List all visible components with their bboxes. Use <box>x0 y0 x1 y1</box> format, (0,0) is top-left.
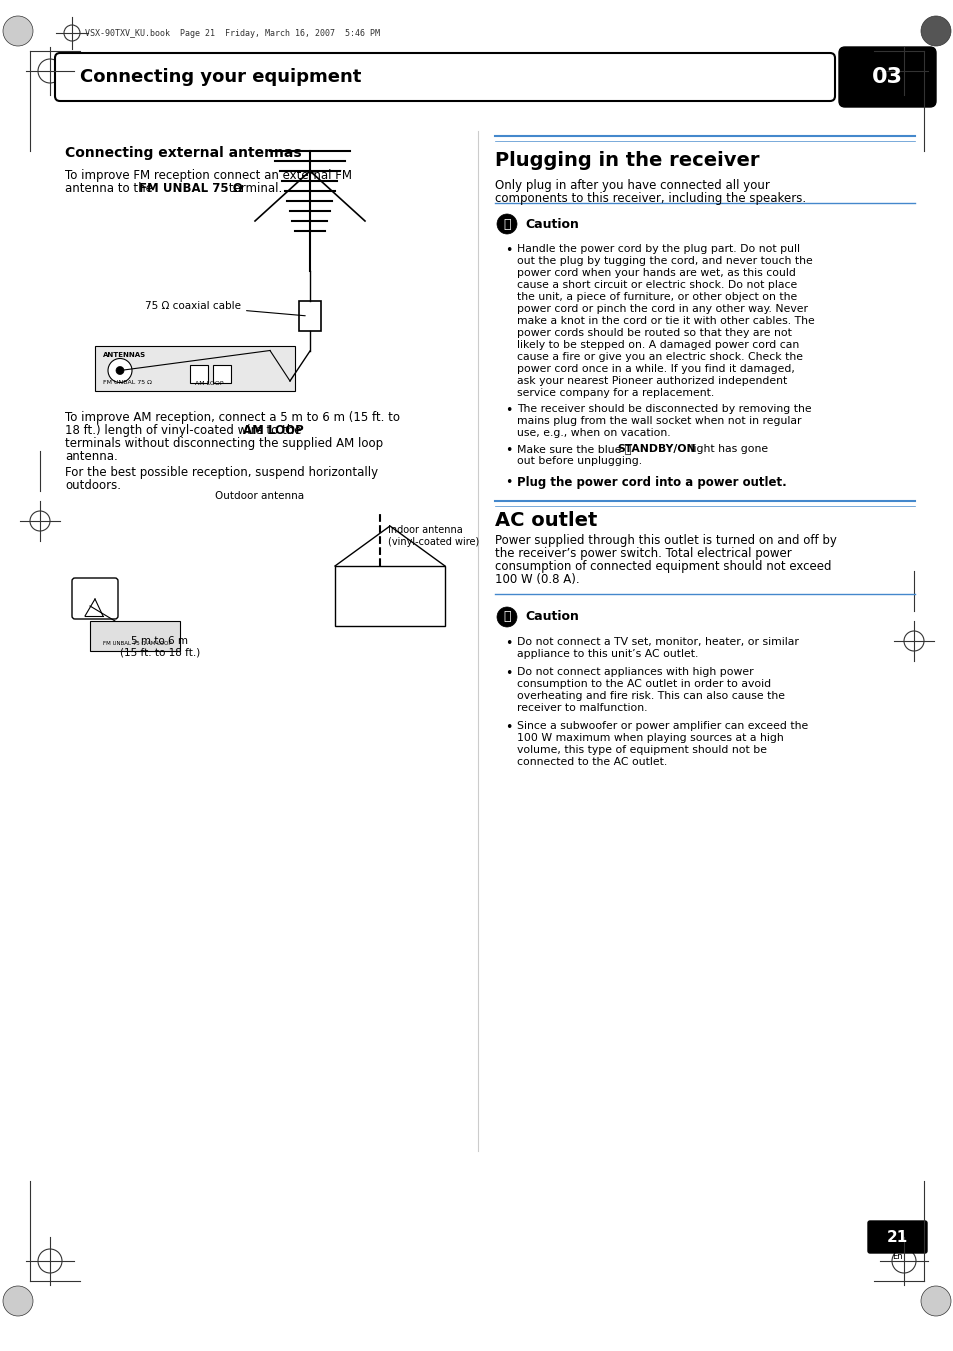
Text: Outdoor antenna: Outdoor antenna <box>214 490 304 501</box>
Text: components to this receiver, including the speakers.: components to this receiver, including t… <box>495 192 805 205</box>
Text: volume, this type of equipment should not be: volume, this type of equipment should no… <box>517 744 766 755</box>
Text: 03: 03 <box>871 68 902 86</box>
Text: ANTENNAS: ANTENNAS <box>103 353 146 358</box>
Text: out the plug by tugging the cord, and never touch the: out the plug by tugging the cord, and ne… <box>517 255 812 266</box>
Text: 75 Ω coaxial cable: 75 Ω coaxial cable <box>145 301 305 316</box>
Text: Only plug in after you have connected all your: Only plug in after you have connected al… <box>495 178 769 192</box>
Text: 100 W maximum when playing sources at a high: 100 W maximum when playing sources at a … <box>517 734 783 743</box>
Circle shape <box>920 16 950 46</box>
Text: consumption of connected equipment should not exceed: consumption of connected equipment shoul… <box>495 561 831 573</box>
FancyBboxPatch shape <box>838 47 935 107</box>
Text: Make sure the blue ⏻: Make sure the blue ⏻ <box>517 444 634 454</box>
Text: AC outlet: AC outlet <box>495 511 597 530</box>
Text: Connecting your equipment: Connecting your equipment <box>80 68 361 86</box>
Text: power cord once in a while. If you find it damaged,: power cord once in a while. If you find … <box>517 363 794 374</box>
Text: •: • <box>504 721 512 734</box>
Text: terminals without disconnecting the supplied AM loop: terminals without disconnecting the supp… <box>65 436 383 450</box>
Text: En: En <box>891 1252 902 1260</box>
Text: To improve FM reception connect an external FM: To improve FM reception connect an exter… <box>65 169 352 182</box>
Text: make a knot in the cord or tie it with other cables. The: make a knot in the cord or tie it with o… <box>517 316 814 326</box>
Bar <box>298 301 320 331</box>
Text: power cord or pinch the cord in any other way. Never: power cord or pinch the cord in any othe… <box>517 304 807 313</box>
Text: To improve AM reception, connect a 5 m to 6 m (15 ft. to: To improve AM reception, connect a 5 m t… <box>65 411 399 424</box>
Text: consumption to the AC outlet in order to avoid: consumption to the AC outlet in order to… <box>517 680 770 689</box>
Text: overheating and fire risk. This can also cause the: overheating and fire risk. This can also… <box>517 690 784 701</box>
Text: •: • <box>504 476 512 489</box>
Text: Caution: Caution <box>524 611 578 624</box>
Text: AM LOOP: AM LOOP <box>194 381 223 386</box>
Circle shape <box>3 16 33 46</box>
Text: Do not connect appliances with high power: Do not connect appliances with high powe… <box>517 667 753 677</box>
Text: •: • <box>504 667 512 680</box>
Text: Since a subwoofer or power amplifier can exceed the: Since a subwoofer or power amplifier can… <box>517 721 807 731</box>
Text: Power supplied through this outlet is turned on and off by: Power supplied through this outlet is tu… <box>495 534 836 547</box>
Text: For the best possible reception, suspend horizontally: For the best possible reception, suspend… <box>65 466 377 480</box>
Text: 5 m to 6 m
(15 ft. to 18 ft.): 5 m to 6 m (15 ft. to 18 ft.) <box>120 636 200 658</box>
Text: mains plug from the wall socket when not in regular: mains plug from the wall socket when not… <box>517 416 801 426</box>
FancyBboxPatch shape <box>55 53 834 101</box>
Text: service company for a replacement.: service company for a replacement. <box>517 388 714 399</box>
Text: STANDBY/ON: STANDBY/ON <box>617 444 695 454</box>
Text: light has gone: light has gone <box>686 444 767 454</box>
Text: Plugging in the receiver: Plugging in the receiver <box>495 151 759 170</box>
Bar <box>95 346 294 390</box>
Text: The receiver should be disconnected by removing the: The receiver should be disconnected by r… <box>517 404 811 413</box>
Circle shape <box>3 1286 33 1316</box>
Text: power cords should be routed so that they are not: power cords should be routed so that the… <box>517 328 791 338</box>
Text: VSX-90TXV_KU.book  Page 21  Friday, March 16, 2007  5:46 PM: VSX-90TXV_KU.book Page 21 Friday, March … <box>85 28 379 38</box>
Text: Indoor antenna
(vinyl-coated wire): Indoor antenna (vinyl-coated wire) <box>388 526 478 547</box>
Text: Caution: Caution <box>524 218 578 231</box>
Text: antenna.: antenna. <box>65 450 117 463</box>
Text: Handle the power cord by the plug part. Do not pull: Handle the power cord by the plug part. … <box>517 245 800 254</box>
Text: ✋: ✋ <box>503 611 510 624</box>
Circle shape <box>108 358 132 382</box>
Text: 18 ft.) length of vinyl-coated wire to the: 18 ft.) length of vinyl-coated wire to t… <box>65 424 305 436</box>
Text: •: • <box>504 245 512 257</box>
Text: appliance to this unit’s AC outlet.: appliance to this unit’s AC outlet. <box>517 648 698 659</box>
Text: cause a short circuit or electric shock. Do not place: cause a short circuit or electric shock.… <box>517 280 797 290</box>
Circle shape <box>497 213 517 234</box>
Text: •: • <box>504 638 512 650</box>
Text: •: • <box>504 444 512 457</box>
Text: Connecting external antennas: Connecting external antennas <box>65 146 301 159</box>
Text: the receiver’s power switch. Total electrical power: the receiver’s power switch. Total elect… <box>495 547 791 561</box>
Text: outdoors.: outdoors. <box>65 480 121 492</box>
Text: AM LOOP: AM LOOP <box>147 640 172 646</box>
Text: use, e.g., when on vacation.: use, e.g., when on vacation. <box>517 428 670 438</box>
Text: ask your nearest Pioneer authorized independent: ask your nearest Pioneer authorized inde… <box>517 376 786 386</box>
Bar <box>335 566 444 626</box>
Text: likely to be stepped on. A damaged power cord can: likely to be stepped on. A damaged power… <box>517 340 799 350</box>
Text: FM UNBAL 75 Ω: FM UNBAL 75 Ω <box>103 380 152 385</box>
Text: connected to the AC outlet.: connected to the AC outlet. <box>517 757 666 767</box>
Text: •: • <box>504 404 512 417</box>
Text: AM LOOP: AM LOOP <box>243 424 303 436</box>
Text: power cord when your hands are wet, as this could: power cord when your hands are wet, as t… <box>517 267 795 278</box>
Bar <box>190 365 208 382</box>
Text: the unit, a piece of furniture, or other object on the: the unit, a piece of furniture, or other… <box>517 292 797 303</box>
Text: FM UNBAL 75 Ω: FM UNBAL 75 Ω <box>139 182 243 195</box>
Text: Plug the power cord into a power outlet.: Plug the power cord into a power outlet. <box>517 476 786 489</box>
Bar <box>90 621 180 651</box>
Circle shape <box>920 1286 950 1316</box>
Text: 21: 21 <box>885 1229 906 1244</box>
FancyBboxPatch shape <box>867 1221 926 1252</box>
Text: receiver to malfunction.: receiver to malfunction. <box>517 703 647 713</box>
Text: out before unplugging.: out before unplugging. <box>517 457 641 466</box>
Circle shape <box>116 366 124 374</box>
Text: FM UNBAL 75 Ω: FM UNBAL 75 Ω <box>103 640 146 646</box>
Text: antenna to the: antenna to the <box>65 182 156 195</box>
FancyBboxPatch shape <box>71 578 118 619</box>
Text: ✋: ✋ <box>503 218 510 231</box>
Bar <box>213 365 231 382</box>
Text: Do not connect a TV set, monitor, heater, or similar: Do not connect a TV set, monitor, heater… <box>517 638 798 647</box>
Text: cause a fire or give you an electric shock. Check the: cause a fire or give you an electric sho… <box>517 353 802 362</box>
Circle shape <box>497 607 517 627</box>
Text: terminal.: terminal. <box>225 182 282 195</box>
Text: 100 W (0.8 A).: 100 W (0.8 A). <box>495 573 579 586</box>
